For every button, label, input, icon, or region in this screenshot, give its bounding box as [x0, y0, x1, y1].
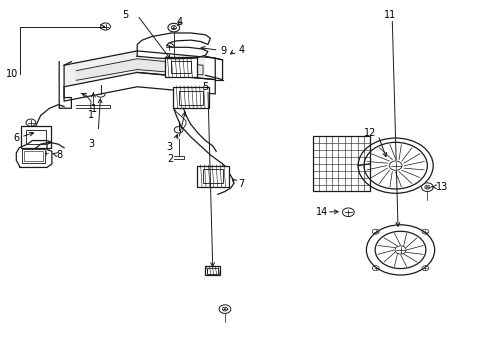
Text: 1: 1: [88, 110, 94, 120]
Text: 3: 3: [166, 142, 172, 152]
Circle shape: [394, 246, 405, 254]
Bar: [205, 266, 220, 275]
Bar: [21, 149, 45, 163]
Text: 6: 6: [13, 133, 19, 143]
Bar: [202, 170, 223, 183]
Bar: [206, 267, 217, 274]
Polygon shape: [59, 62, 71, 108]
Text: 7: 7: [238, 179, 244, 189]
Bar: [24, 151, 42, 161]
Bar: [197, 166, 228, 187]
Text: 4: 4: [238, 45, 244, 55]
Polygon shape: [64, 72, 215, 101]
Circle shape: [388, 161, 401, 170]
Circle shape: [364, 224, 436, 276]
Circle shape: [357, 138, 432, 193]
Text: 11: 11: [383, 10, 395, 20]
Text: 12: 12: [363, 129, 375, 138]
Polygon shape: [64, 51, 215, 87]
Bar: [20, 126, 51, 148]
Text: 3: 3: [88, 139, 95, 149]
Bar: [172, 87, 209, 108]
Bar: [26, 130, 45, 144]
Bar: [312, 136, 369, 192]
Text: 5: 5: [202, 82, 208, 92]
Text: 9: 9: [220, 46, 226, 56]
Text: 1: 1: [91, 104, 97, 114]
Polygon shape: [205, 56, 222, 80]
Text: 13: 13: [435, 182, 447, 192]
Text: 5: 5: [122, 10, 128, 20]
Polygon shape: [137, 33, 210, 59]
Bar: [170, 60, 191, 73]
Polygon shape: [36, 105, 64, 148]
Bar: [179, 90, 203, 104]
Bar: [165, 57, 197, 77]
Text: 8: 8: [57, 150, 63, 160]
Polygon shape: [16, 140, 52, 167]
Text: 4: 4: [176, 17, 182, 27]
Text: 2: 2: [167, 154, 173, 164]
Polygon shape: [76, 59, 203, 80]
Text: 10: 10: [5, 69, 18, 79]
Text: 14: 14: [315, 207, 328, 217]
